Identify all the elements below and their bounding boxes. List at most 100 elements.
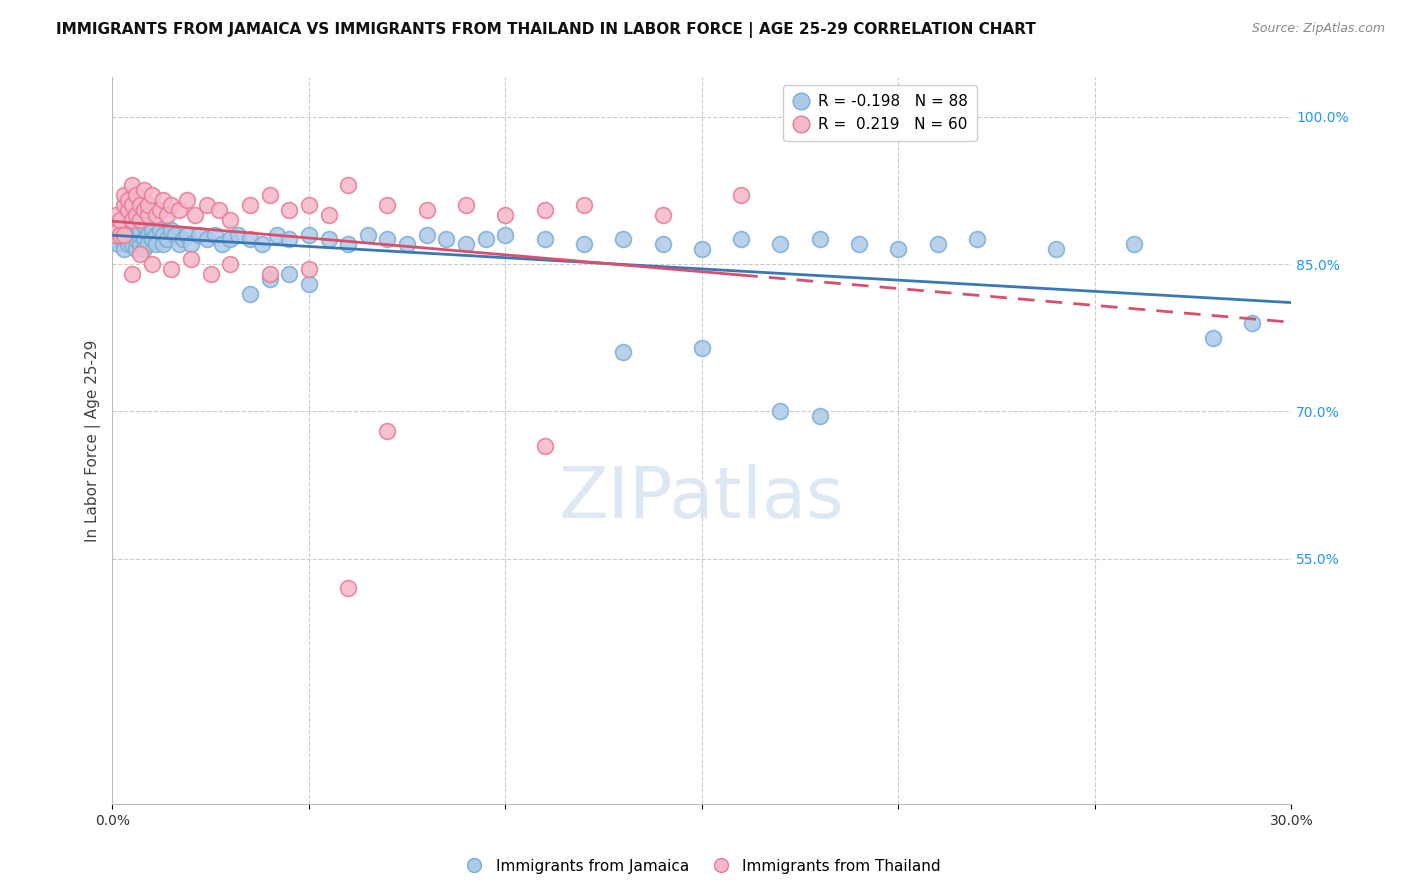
Point [111, 232, 134, 246]
Point [337, 237, 360, 252]
Point [165, 227, 187, 242]
Point [117, 237, 139, 252]
Point [298, 198, 321, 212]
Point [377, 232, 399, 246]
Point [129, 198, 152, 212]
Point [121, 212, 143, 227]
Point [259, 188, 281, 202]
Point [187, 227, 209, 242]
Point [377, 198, 399, 212]
Point [125, 188, 148, 202]
Point [808, 232, 831, 246]
Point [125, 242, 148, 256]
Point [474, 232, 496, 246]
Point [125, 208, 148, 222]
Point [278, 232, 301, 246]
Point [298, 277, 321, 291]
Point [110, 227, 132, 242]
Point [730, 188, 752, 202]
Point [690, 242, 713, 256]
Point [219, 232, 242, 246]
Point [141, 257, 163, 271]
Point [160, 198, 183, 212]
Point [132, 242, 155, 256]
Point [129, 212, 152, 227]
Point [298, 262, 321, 277]
Point [533, 439, 555, 453]
Point [117, 193, 139, 207]
Point [172, 232, 194, 246]
Point [966, 232, 988, 246]
Point [152, 227, 174, 242]
Point [176, 227, 198, 242]
Point [136, 198, 159, 212]
Point [572, 237, 595, 252]
Point [239, 286, 262, 301]
Point [112, 222, 135, 236]
Point [318, 208, 340, 222]
Point [318, 232, 340, 246]
Point [769, 404, 792, 418]
Point [259, 272, 281, 286]
Point [121, 227, 143, 242]
Point [219, 257, 242, 271]
Point [239, 232, 262, 246]
Point [105, 208, 128, 222]
Point [145, 227, 167, 242]
Point [125, 232, 148, 246]
Point [612, 232, 634, 246]
Point [200, 267, 222, 281]
Point [690, 341, 713, 355]
Point [105, 218, 128, 232]
Point [887, 242, 910, 256]
Point [357, 227, 380, 242]
Point [121, 232, 143, 246]
Point [110, 212, 132, 227]
Point [117, 222, 139, 236]
Point [121, 267, 143, 281]
Point [266, 227, 288, 242]
Point [337, 581, 360, 595]
Point [167, 202, 190, 217]
Text: ZIPatlas: ZIPatlas [560, 465, 845, 533]
Point [176, 193, 198, 207]
Point [156, 208, 179, 222]
Point [572, 198, 595, 212]
Point [129, 237, 152, 252]
Point [145, 208, 167, 222]
Point [148, 222, 170, 236]
Point [1045, 242, 1067, 256]
Point [298, 227, 321, 242]
Point [121, 212, 143, 227]
Point [148, 202, 170, 217]
Point [141, 222, 163, 236]
Point [219, 212, 242, 227]
Text: Source: ZipAtlas.com: Source: ZipAtlas.com [1251, 22, 1385, 36]
Point [121, 237, 143, 252]
Point [112, 188, 135, 202]
Point [612, 345, 634, 359]
Point [160, 262, 183, 277]
Point [278, 202, 301, 217]
Point [184, 208, 207, 222]
Point [167, 237, 190, 252]
Point [533, 202, 555, 217]
Point [103, 227, 125, 242]
Point [121, 198, 143, 212]
Point [141, 232, 163, 246]
Point [1123, 237, 1146, 252]
Point [211, 237, 233, 252]
Point [115, 227, 138, 242]
Point [145, 237, 167, 252]
Legend: Immigrants from Jamaica, Immigrants from Thailand: Immigrants from Jamaica, Immigrants from… [458, 853, 948, 880]
Point [141, 188, 163, 202]
Point [129, 227, 152, 242]
Point [454, 237, 477, 252]
Point [129, 222, 152, 236]
Point [112, 227, 135, 242]
Y-axis label: In Labor Force | Age 25-29: In Labor Force | Age 25-29 [86, 340, 101, 542]
Point [121, 178, 143, 193]
Point [226, 227, 249, 242]
Point [110, 227, 132, 242]
Point [651, 237, 673, 252]
